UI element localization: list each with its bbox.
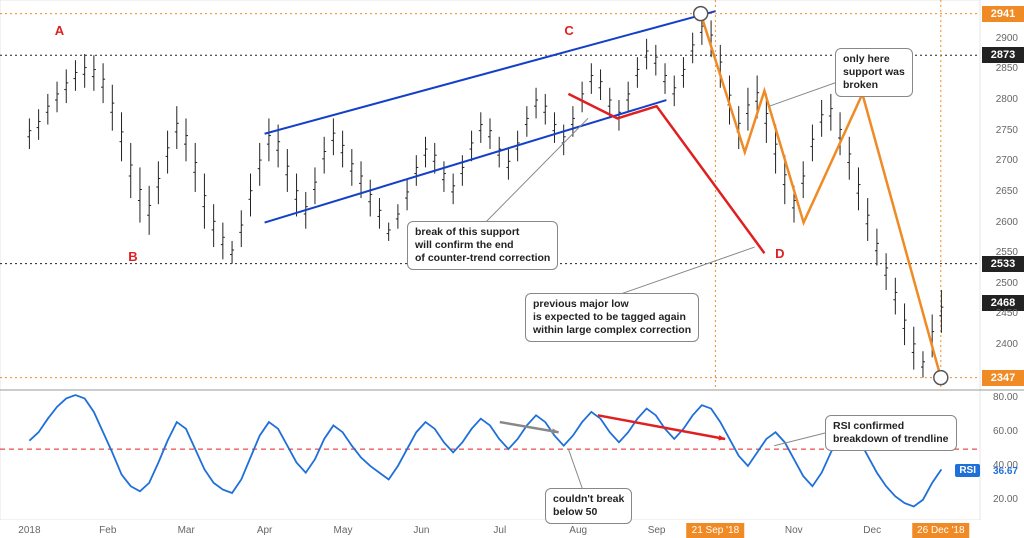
x-tick: Apr <box>257 525 273 536</box>
price-ytick: 2550 <box>996 247 1018 258</box>
price-level-2873: 2873 <box>982 47 1024 63</box>
callout-c2: previous major lowis expected to be tagg… <box>525 293 699 342</box>
x-tick: May <box>334 525 353 536</box>
price-ytick: 2400 <box>996 339 1018 350</box>
x-tick: Nov <box>785 525 803 536</box>
price-ytick: 2450 <box>996 308 1018 319</box>
price-ytick: 2650 <box>996 186 1018 197</box>
rsi-badge: RSI <box>955 464 980 477</box>
wave-label-D: D <box>775 246 784 261</box>
x-tick: Aug <box>569 525 587 536</box>
wave-label-B: B <box>128 249 137 264</box>
callout-c3: only heresupport wasbroken <box>835 48 913 97</box>
x-tick: 2018 <box>18 525 40 536</box>
rsi-ytick: 80.00 <box>993 392 1018 403</box>
rsi-ytick: 60.00 <box>993 426 1018 437</box>
x-tick-highlight: 26 Dec '18 <box>912 523 970 538</box>
price-ytick: 2800 <box>996 94 1018 105</box>
x-tick-highlight: 21 Sep '18 <box>687 523 745 538</box>
price-ytick: 2600 <box>996 217 1018 228</box>
rsi-value: 36.67 <box>993 466 1018 477</box>
callout-r1: couldn't breakbelow 50 <box>545 488 632 524</box>
x-tick: Mar <box>178 525 195 536</box>
price-level-2347: 2347 <box>982 370 1024 386</box>
price-ytick: 2700 <box>996 155 1018 166</box>
callout-c1: break of this supportwill confirm the en… <box>407 221 558 270</box>
callout-r2: RSI confirmedbreakdown of trendline <box>825 415 957 451</box>
price-ytick: 2850 <box>996 63 1018 74</box>
x-tick: Dec <box>863 525 881 536</box>
wave-label-A: A <box>55 23 64 38</box>
rsi-ytick: 20.00 <box>993 494 1018 505</box>
x-tick: Jun <box>413 525 429 536</box>
price-ytick: 2750 <box>996 125 1018 136</box>
x-tick: Jul <box>493 525 506 536</box>
price-ytick: 2900 <box>996 33 1018 44</box>
x-tick: Sep <box>648 525 666 536</box>
price-ytick: 2500 <box>996 278 1018 289</box>
x-tick: Feb <box>99 525 116 536</box>
price-level-2941: 2941 <box>982 6 1024 22</box>
wave-label-C: C <box>564 23 573 38</box>
